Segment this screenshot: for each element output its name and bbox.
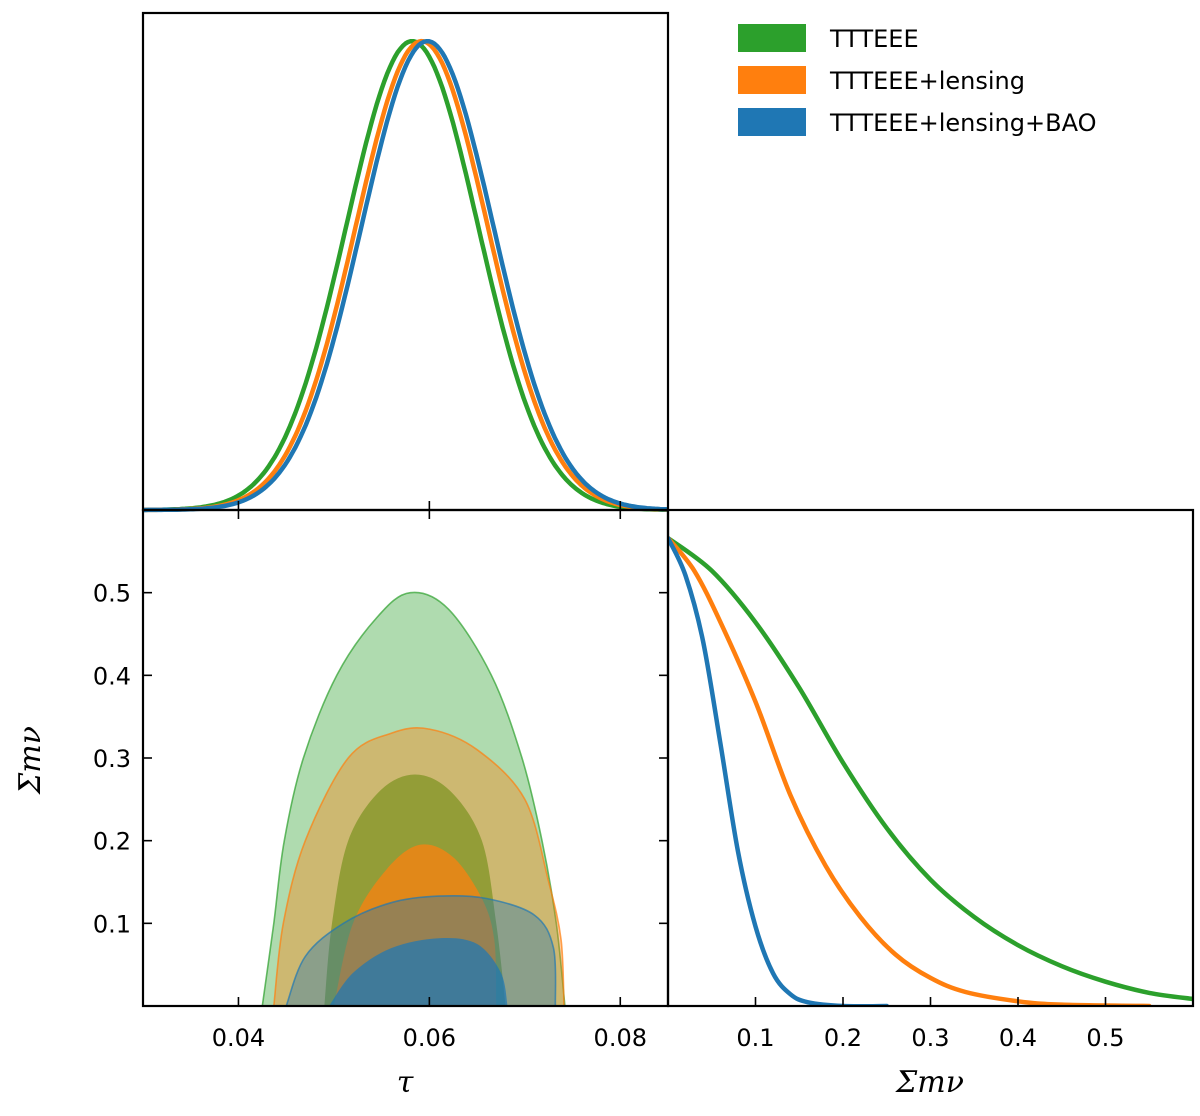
- summnu-marginal-frame: [666, 508, 1195, 1008]
- contour-regions: [261, 591, 566, 1006]
- contour-y-ticks: 0.1 0.2 0.3 0.4 0.5: [93, 580, 668, 938]
- tau-marginal-panel: [141, 11, 670, 513]
- legend-label-1: TTTEEE+lensing: [829, 67, 1025, 95]
- legend: TTTEEE TTTEEE+lensing TTTEEE+lensing+BAO: [738, 24, 1096, 137]
- summnu-marginal-line-2: [668, 535, 890, 1006]
- legend-label-0: TTTEEE: [829, 25, 919, 53]
- tau-axis-label: τ: [397, 1065, 414, 1100]
- tau-marginal-frame: [141, 11, 670, 512]
- tau-marginal-ticks: [237, 501, 622, 510]
- summnu-marginal-curves: [668, 535, 1193, 1006]
- contour-68-2: [329, 937, 508, 1006]
- summnu-marginal-ticks: 0.1 0.2 0.3 0.4 0.5: [736, 997, 1125, 1052]
- summnu-marginal-line-1: [668, 535, 1152, 1006]
- tau-marginal-curves: [143, 38, 669, 513]
- legend-label-2: TTTEEE+lensing+BAO: [829, 109, 1096, 137]
- contour-ytick-label-2: 0.3: [93, 745, 131, 773]
- contour-ytick-label-3: 0.4: [93, 662, 131, 690]
- contour-x-ticks: 0.04 0.06 0.08: [212, 510, 647, 1052]
- legend-swatch-0: [738, 24, 806, 52]
- legend-swatch-1: [738, 66, 806, 94]
- tau-marginal-line-2: [143, 38, 669, 513]
- summnu-x-axis-label: Σmν: [895, 1065, 964, 1100]
- contour-ytick-label-1: 0.2: [93, 828, 131, 856]
- summnu-marginal-panel: 0.1 0.2 0.3 0.4 0.5 Σmν: [666, 508, 1195, 1100]
- contour-xtick-label-0: 0.04: [212, 1024, 265, 1052]
- summnu-xtick-label-1: 0.2: [824, 1024, 862, 1052]
- contour-ytick-label-0: 0.1: [93, 910, 131, 938]
- legend-swatch-2: [738, 108, 806, 136]
- contour-xtick-label-2: 0.08: [594, 1024, 647, 1052]
- contour-panel: 0.04 0.06 0.08 0.1 0.2 0.3 0.4 0.5 τ Σmν: [13, 508, 670, 1100]
- tau-marginal-line-1: [143, 38, 669, 513]
- summnu-xtick-label-2: 0.3: [911, 1024, 949, 1052]
- contour-ytick-label-4: 0.5: [93, 580, 131, 608]
- contour-xtick-label-1: 0.06: [403, 1024, 456, 1052]
- summnu-marginal-line-0: [668, 535, 1193, 1002]
- summnu-xtick-label-0: 0.1: [736, 1024, 774, 1052]
- summnu-y-axis-label: Σmν: [13, 726, 48, 795]
- summnu-xtick-label-3: 0.4: [999, 1024, 1037, 1052]
- tau-marginal-line-0: [143, 38, 669, 513]
- summnu-xtick-label-4: 0.5: [1086, 1024, 1124, 1052]
